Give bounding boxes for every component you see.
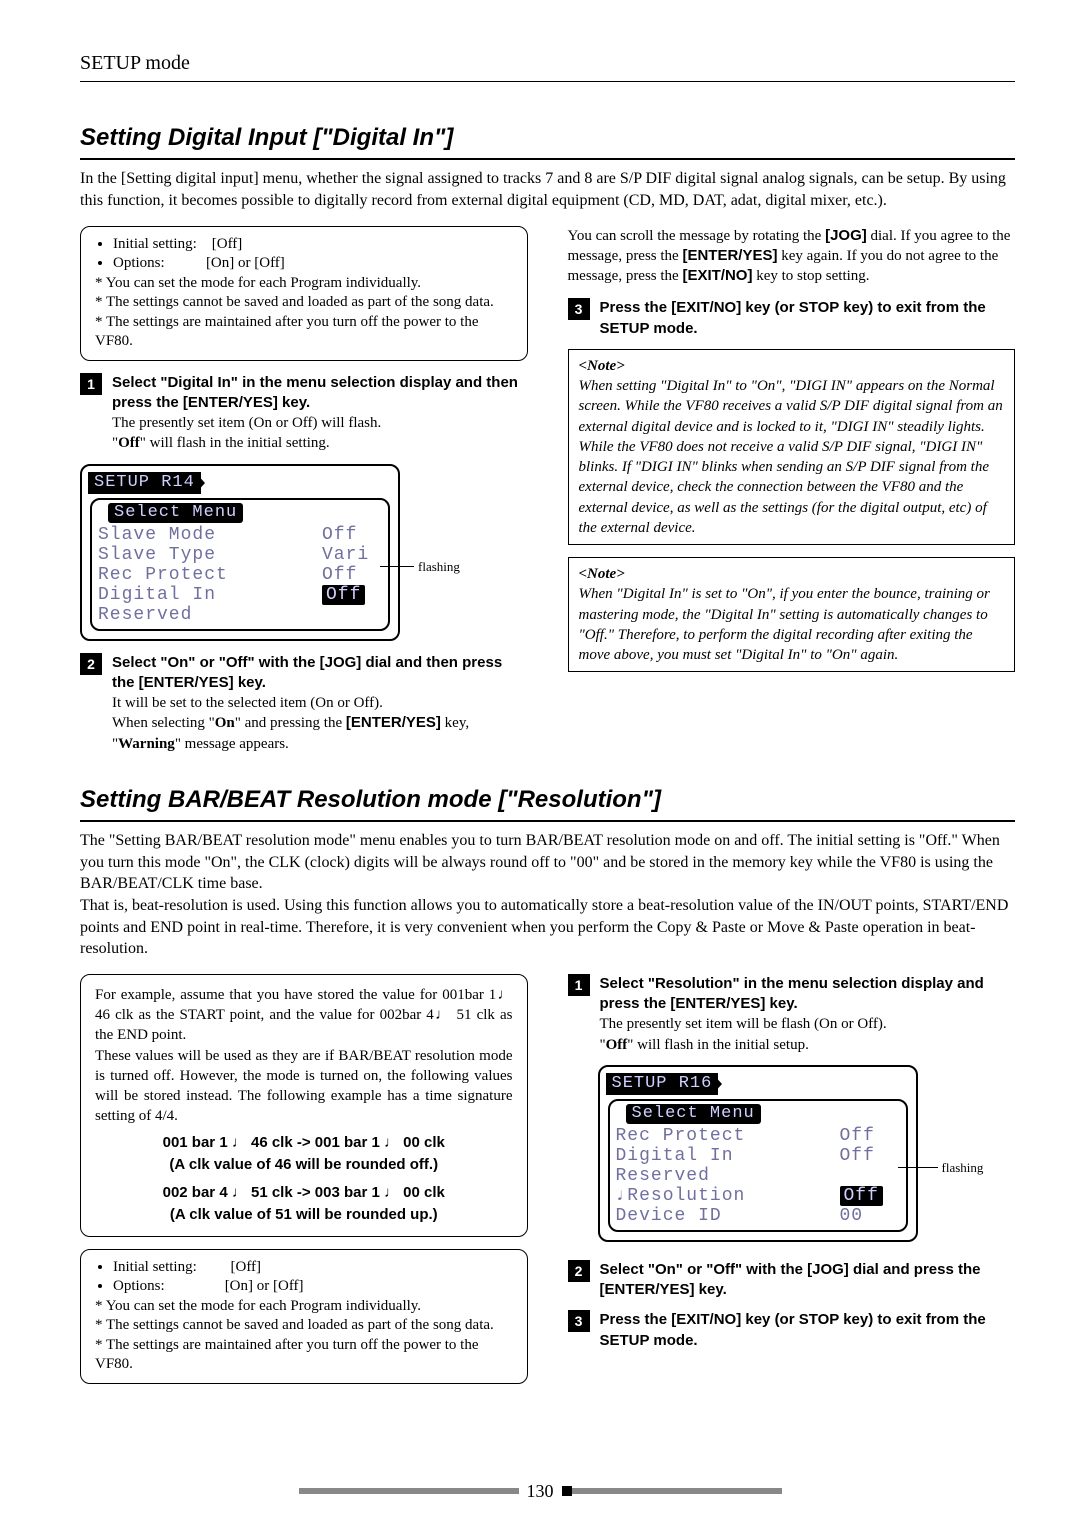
example-sub2: (A clk value of 51 will be rounded up.)	[95, 1205, 513, 1225]
section2-title: Setting BAR/BEAT Resolution mode ["Resol…	[80, 784, 1015, 816]
lcd-display-1: SETUP R14 Select Menu Slave ModeOff Slav…	[80, 464, 440, 641]
step-number-icon: 2	[80, 653, 102, 675]
step-title: Press the [EXIT/NO] key (or STOP key) to…	[600, 298, 1016, 339]
step-title: Press the [EXIT/NO] key (or STOP key) to…	[600, 1310, 1016, 1351]
lcd-row: Rec ProtectOff	[616, 1126, 900, 1146]
example-sub1: (A clk value of 46 will be rounded off.)	[95, 1155, 513, 1175]
pointer-line	[898, 1167, 938, 1168]
step-2: 2 Select "On" or "Off" with the [JOG] di…	[568, 1260, 1016, 1301]
page-bar-left	[299, 1488, 519, 1494]
section1-left: Initial setting: [Off] Options: [On] or …	[80, 226, 528, 764]
note: The settings are maintained after you tu…	[95, 1337, 479, 1373]
section2-intro: The "Setting BAR/BEAT resolution mode" m…	[80, 830, 1015, 960]
step-body: "Off" will flash in the initial setting.	[112, 433, 528, 453]
note: The settings cannot be saved and loaded …	[106, 1317, 494, 1333]
lcd-tab: SETUP R16	[606, 1073, 719, 1095]
label: Options:	[113, 255, 165, 271]
step-body: The presently set item (On or Off) will …	[112, 413, 528, 433]
step-body: When selecting "On" and pressing the [EN…	[112, 713, 528, 754]
note-box-1: <Note> When setting "Digital In" to "On"…	[568, 349, 1016, 545]
step-1: 1 Select "Resolution" in the menu select…	[568, 974, 1016, 1055]
example-conv1: 001 bar 1 ♩ 46 clk -> 001 bar 1 ♩ 00 clk	[95, 1133, 513, 1153]
lcd-row: Device ID00	[616, 1206, 900, 1226]
note-box-2: <Note> When "Digital In" is set to "On",…	[568, 557, 1016, 672]
section2-columns: For example, assume that you have stored…	[80, 974, 1015, 1396]
lcd-row: Slave ModeOff	[98, 525, 382, 545]
step-number-icon: 1	[80, 373, 102, 395]
label: Initial setting:	[113, 236, 197, 252]
note-label: <Note>	[579, 356, 1005, 376]
lcd-row: Reserved	[98, 605, 382, 625]
section1-columns: Initial setting: [Off] Options: [On] or …	[80, 226, 1015, 764]
scroll-note: You can scroll the message by rotating t…	[568, 226, 1016, 287]
step-title: Select "On" or "Off" with the [JOG] dial…	[600, 1260, 1016, 1301]
step-title: Select "Resolution" in the menu selectio…	[600, 974, 1016, 1015]
step-2: 2 Select "On" or "Off" with the [JOG] di…	[80, 653, 528, 754]
note-body: When "Digital In" is set to "On", if you…	[579, 584, 1005, 665]
example-conv2: 002 bar 4 ♩ 51 clk -> 003 bar 1 ♩ 00 clk	[95, 1183, 513, 1203]
flashing-label: flashing	[942, 1159, 984, 1177]
note: You can set the mode for each Program in…	[106, 275, 421, 291]
section1-title: Setting Digital Input ["Digital In"]	[80, 122, 1015, 154]
step-title: Select "On" or "Off" with the [JOG] dial…	[112, 653, 528, 694]
value: [Off]	[231, 1259, 262, 1275]
lcd-menu-title: Select Menu	[108, 503, 243, 523]
lcd-row: Reserved	[616, 1166, 900, 1186]
step-3: 3 Press the [EXIT/NO] key (or STOP key) …	[568, 1310, 1016, 1351]
page-header: SETUP mode	[80, 50, 1015, 77]
step-body: "Off" will flash in the initial setup.	[600, 1035, 1016, 1055]
lcd-row: ♩ResolutionOff	[616, 1186, 900, 1206]
section2-right: 1 Select "Resolution" in the menu select…	[568, 974, 1016, 1396]
step-number-icon: 3	[568, 1310, 590, 1332]
step-body: The presently set item will be flash (On…	[600, 1014, 1016, 1034]
example-p1: For example, assume that you have stored…	[95, 985, 513, 1046]
lcd-row: Digital InOff	[616, 1146, 900, 1166]
step-1: 1 Select "Digital In" in the menu select…	[80, 373, 528, 454]
example-p2: These values will be used as they are if…	[95, 1046, 513, 1127]
label: Options:	[113, 1278, 165, 1294]
page-number: 130	[521, 1479, 560, 1503]
note: The settings are maintained after you tu…	[95, 314, 479, 350]
section1-rule	[80, 158, 1015, 160]
lcd-row: Rec ProtectOff	[98, 565, 382, 585]
note: You can set the mode for each Program in…	[106, 1298, 421, 1314]
settings-box-2: Initial setting: [Off] Options: [On] or …	[80, 1249, 528, 1384]
step-title: Select "Digital In" in the menu selectio…	[112, 373, 528, 414]
lcd-tab: SETUP R14	[88, 472, 201, 494]
settings-box-1: Initial setting: [Off] Options: [On] or …	[80, 226, 528, 361]
value: [On] or [Off]	[225, 1278, 304, 1294]
flashing-label: flashing	[418, 558, 460, 576]
step-number-icon: 1	[568, 974, 590, 996]
page-number-wrap: 130	[0, 1479, 1080, 1504]
note: The settings cannot be saved and loaded …	[106, 294, 494, 310]
label: Initial setting:	[113, 1259, 197, 1275]
header-rule	[80, 81, 1015, 82]
section2-left: For example, assume that you have stored…	[80, 974, 528, 1396]
step-number-icon: 2	[568, 1260, 590, 1282]
section1-intro: In the [Setting digital input] menu, whe…	[80, 168, 1015, 211]
value: [Off]	[212, 236, 243, 252]
page-bar-block	[562, 1486, 572, 1496]
note-label: <Note>	[579, 564, 1005, 584]
example-box: For example, assume that you have stored…	[80, 974, 528, 1237]
section1-right: You can scroll the message by rotating t…	[568, 226, 1016, 764]
pointer-line	[380, 566, 414, 567]
step-3: 3 Press the [EXIT/NO] key (or STOP key) …	[568, 298, 1016, 339]
note-body: When setting "Digital In" to "On", "DIGI…	[579, 376, 1005, 538]
lcd-row: Slave TypeVari	[98, 545, 382, 565]
value: [On] or [Off]	[206, 255, 285, 271]
step-number-icon: 3	[568, 298, 590, 320]
lcd-row: Digital InOff	[98, 585, 382, 605]
section2-rule	[80, 820, 1015, 822]
page: SETUP mode Setting Digital Input ["Digit…	[0, 0, 1080, 1528]
step-body: It will be set to the selected item (On …	[112, 693, 528, 713]
lcd-display-2: SETUP R16 Select Menu Rec ProtectOff Dig…	[598, 1065, 988, 1242]
lcd-menu-title: Select Menu	[626, 1104, 761, 1124]
page-bar-right	[572, 1488, 782, 1494]
